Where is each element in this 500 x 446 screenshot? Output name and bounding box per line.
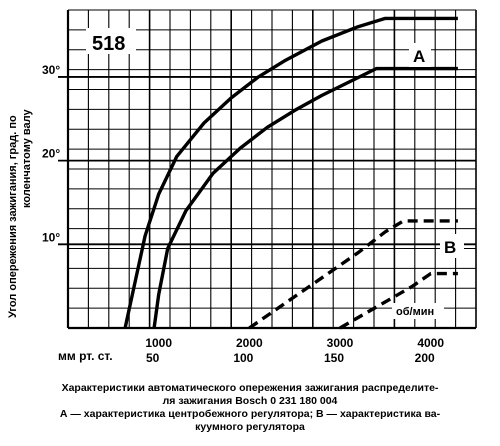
series-line-b-4 (339, 271, 458, 330)
x-tick-label: 4000 (417, 336, 444, 350)
vacuum-unit-label: мм рт. ст. (58, 349, 113, 363)
caption-line-3: А — характеристика центробежного регулят… (59, 408, 441, 420)
curve-b-label: B (444, 238, 456, 257)
x2-tick-label: 150 (324, 351, 344, 365)
caption-line-1: Характеристики автоматического опережени… (61, 382, 439, 394)
chart-id: 518 (92, 33, 125, 55)
curve-b-label-bg (440, 234, 464, 258)
y-axis-title-line1: Угол опережения зажигания, град. по (7, 115, 19, 318)
x2-tick-label: 50 (146, 351, 160, 365)
y-tick-label: 20° (42, 147, 60, 161)
y-axis-title-line2: коленчатому валу (21, 109, 33, 208)
series-line-a-1 (123, 16, 458, 329)
x-tick-label: 3000 (327, 336, 354, 350)
curve-a-label: A (413, 47, 425, 66)
caption-line-2: ля зажигания Bosch 0 231 180 004 (162, 395, 338, 407)
chart-id-box (86, 28, 136, 54)
curve-a-label-bg (409, 43, 431, 67)
y-axis-title: Угол опережения зажигания, град. по коле… (7, 109, 33, 318)
series-group (123, 16, 458, 330)
x2-tick-label: 200 (415, 351, 435, 365)
axes: 10° 20° 30° 1000 2000 3000 4000 50 100 150 200 (42, 10, 476, 365)
rpm-unit-label-bg (392, 303, 444, 319)
x-tick-label: 2000 (236, 336, 263, 350)
rpm-unit-label: об/мин (396, 306, 434, 318)
figure-caption: Характеристики автоматического опережени… (6, 382, 494, 434)
caption-line-4: куумного регулятора (195, 421, 305, 433)
x-tick-label: 1000 (145, 336, 172, 350)
series-line-b-3 (248, 219, 458, 330)
series-line-a-2 (152, 66, 458, 329)
x2-tick-label: 100 (233, 351, 253, 365)
y-tick-label: 10° (42, 230, 60, 244)
y-tick-label: 30° (42, 63, 60, 77)
ignition-advance-chart: 10° 20° 30° 1000 2000 3000 4000 50 100 150 200 518… (7, 9, 477, 365)
